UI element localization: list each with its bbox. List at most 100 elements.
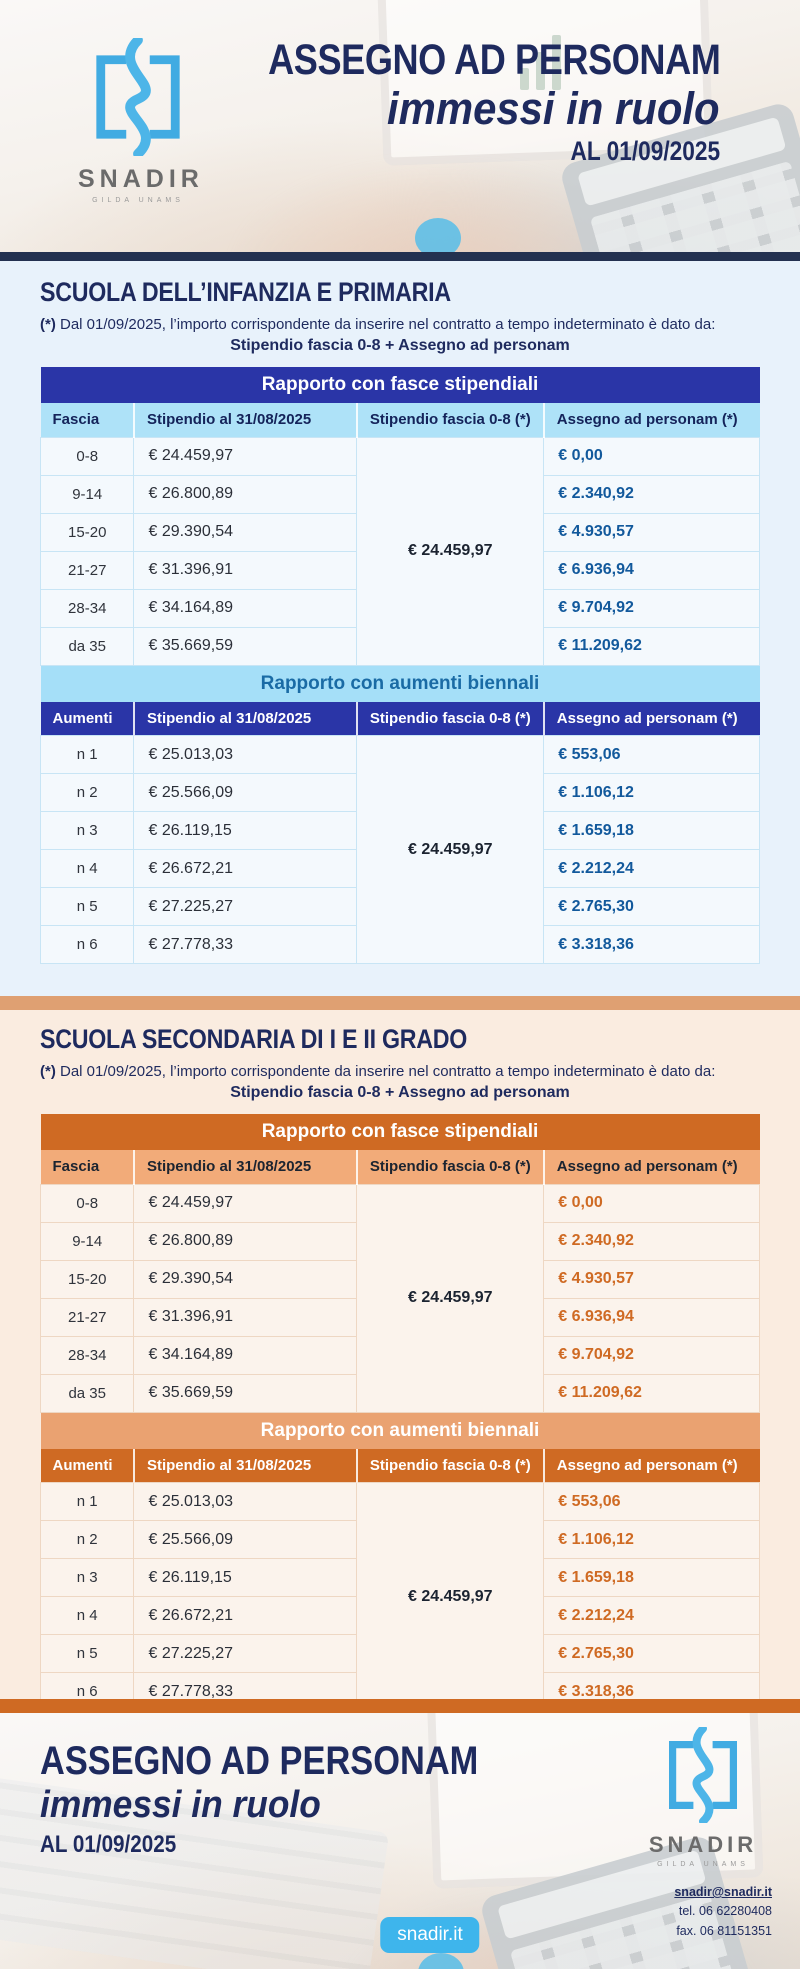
calculator-key-icon bbox=[415, 218, 461, 252]
note-asterisk: (*) bbox=[40, 1063, 56, 1080]
phone-number: tel. 06 62280408 bbox=[678, 1904, 772, 1919]
stipendio-value: € 24.459,97 bbox=[133, 436, 358, 476]
row-label: 9-14 bbox=[39, 474, 135, 514]
table-row: 9-14 € 26.800,89 € 2.340,92 bbox=[39, 1221, 760, 1261]
assegno-value: € 1.106,12 bbox=[543, 1520, 760, 1559]
row-label: da 35 bbox=[39, 1373, 135, 1413]
calculator-key-icon bbox=[418, 1953, 464, 1969]
table-row: 28-34 € 34.164,89 € 9.704,92 bbox=[39, 588, 760, 628]
assegno-value: € 2.212,24 bbox=[543, 849, 760, 888]
col-assegno: Assegno ad personam (*) bbox=[542, 1448, 760, 1483]
page-subtitle: immessi in ruolo bbox=[387, 83, 720, 135]
stipendio-value: € 31.396,91 bbox=[133, 550, 358, 590]
table-banner: Rapporto con fasce stipendiali bbox=[40, 1114, 760, 1150]
assegno-value: € 1.106,12 bbox=[543, 773, 760, 812]
col-stipendio: Stipendio al 31/08/2025 bbox=[132, 403, 357, 437]
snadir-logo-icon bbox=[669, 1724, 737, 1826]
stipendio-value: € 34.164,89 bbox=[133, 1335, 358, 1375]
assegno-value: € 0,00 bbox=[543, 1183, 760, 1223]
table-row: 21-27 € 31.396,91 € 6.936,94 bbox=[39, 550, 760, 590]
section-infanzia-primaria: SCUOLA DELL’INFANZIA E PRIMARIA (*) Dal … bbox=[0, 261, 800, 996]
col-fascia-0-8: Stipendio fascia 0-8 (*) bbox=[355, 1150, 544, 1184]
chart-bars-icon bbox=[520, 30, 561, 90]
stipendio-value: € 26.672,21 bbox=[133, 1596, 358, 1635]
fascia-0-8-merged-value: € 24.459,97 bbox=[356, 1482, 545, 1711]
email-link[interactable]: snadir@snadir.it bbox=[674, 1885, 772, 1899]
page-date: AL 01/09/2025 bbox=[570, 135, 720, 166]
stipendio-value: € 26.119,15 bbox=[133, 1558, 358, 1597]
col-aumenti: Aumenti bbox=[40, 1448, 134, 1483]
row-label: 15-20 bbox=[39, 512, 135, 552]
row-label: n 4 bbox=[39, 1596, 135, 1635]
table-row: da 35 € 35.669,59 € 11.209,62 bbox=[39, 626, 760, 666]
col-fascia: Fascia bbox=[40, 403, 134, 437]
stipendio-value: € 26.800,89 bbox=[133, 474, 358, 514]
snadir-logo: SNADIR GILDA UNAMS bbox=[78, 35, 199, 204]
col-fascia-0-8: Stipendio fascia 0-8 (*) bbox=[355, 403, 544, 437]
col-assegno: Assegno ad personam (*) bbox=[542, 403, 760, 437]
col-stipendio: Stipendio al 31/08/2025 bbox=[132, 1150, 357, 1184]
table-row: n 3 € 26.119,15 € 1.659,18 bbox=[39, 811, 760, 850]
footer-divider bbox=[0, 1699, 800, 1713]
row-label: n 1 bbox=[39, 735, 135, 774]
table-banner: Rapporto con fasce stipendiali bbox=[40, 367, 760, 403]
assegno-value: € 3.318,36 bbox=[543, 925, 760, 964]
assegno-value: € 2.765,30 bbox=[543, 887, 760, 926]
table-header-row: Aumenti Stipendio al 31/08/2025 Stipendi… bbox=[40, 701, 760, 736]
assegno-value: € 1.659,18 bbox=[543, 811, 760, 850]
assegno-value: € 11.209,62 bbox=[543, 1373, 760, 1413]
table-row: 21-27 € 31.396,91 € 6.936,94 bbox=[39, 1297, 760, 1337]
table-row: n 4 € 26.672,21 € 2.212,24 bbox=[39, 1596, 760, 1635]
formula-text: Stipendio fascia 0-8 + Assegno ad person… bbox=[230, 1084, 570, 1101]
row-label: 28-34 bbox=[39, 1335, 135, 1375]
row-label: n 3 bbox=[39, 811, 135, 850]
table-row: n 2 € 25.566,09 € 1.106,12 bbox=[39, 773, 760, 812]
brand-name: SNADIR bbox=[648, 1832, 758, 1857]
fascia-0-8-merged-value: € 24.459,97 bbox=[356, 1183, 545, 1413]
col-assegno: Assegno ad personam (*) bbox=[542, 701, 760, 736]
col-fascia: Fascia bbox=[40, 1150, 134, 1184]
row-label: 28-34 bbox=[39, 588, 135, 628]
aumenti-biennali-table: Rapporto con aumenti biennali Aumenti St… bbox=[39, 665, 760, 964]
fasce-stipendiali-table: Rapporto con fasce stipendiali Fascia St… bbox=[39, 1114, 760, 1413]
table-row: 9-14 € 26.800,89 € 2.340,92 bbox=[39, 474, 760, 514]
aumenti-biennali-table: Rapporto con aumenti biennali Aumenti St… bbox=[39, 1412, 760, 1711]
header-banner: SNADIR GILDA UNAMS ASSEGNO AD PERSONAM i… bbox=[0, 0, 800, 252]
col-fascia-0-8: Stipendio fascia 0-8 (*) bbox=[355, 1448, 544, 1483]
row-label: n 2 bbox=[39, 1520, 135, 1559]
stipendio-value: € 29.390,54 bbox=[133, 1259, 358, 1299]
header-divider bbox=[0, 252, 800, 261]
snadir-logo: SNADIR GILDA UNAMS bbox=[648, 1724, 758, 1868]
table-row: n 3 € 26.119,15 € 1.659,18 bbox=[39, 1558, 760, 1597]
table-row: n 1 € 25.013,03 € 24.459,97 € 553,06 bbox=[39, 1482, 760, 1711]
row-label: n 3 bbox=[39, 1558, 135, 1597]
row-label: 9-14 bbox=[39, 1221, 135, 1261]
stipendio-value: € 29.390,54 bbox=[133, 512, 358, 552]
website-button[interactable]: snadir.it bbox=[380, 1917, 480, 1953]
table-banner: Rapporto con aumenti biennali bbox=[40, 665, 760, 702]
table-row: n 5 € 27.225,27 € 2.765,30 bbox=[39, 887, 760, 926]
note-asterisk: (*) bbox=[40, 316, 56, 333]
section-title: SCUOLA SECONDARIA DI I E II GRADO bbox=[40, 1024, 468, 1054]
assegno-value: € 1.659,18 bbox=[543, 1558, 760, 1597]
table-row: 0-8 € 24.459,97 € 24.459,97 € 0,00 bbox=[39, 1183, 760, 1413]
footer-titles: ASSEGNO AD PERSONAM immessi in ruolo AL … bbox=[40, 1739, 550, 1860]
row-label: 21-27 bbox=[39, 1297, 135, 1337]
brand-tagline: GILDA UNAMS bbox=[657, 1861, 749, 1868]
fascia-0-8-merged-value: € 24.459,97 bbox=[356, 436, 545, 666]
stipendio-value: € 27.778,33 bbox=[133, 925, 358, 964]
snadir-logo-icon bbox=[96, 35, 180, 159]
section-title: SCUOLA DELL’INFANZIA E PRIMARIA bbox=[40, 277, 451, 307]
section-divider bbox=[0, 996, 800, 1010]
stipendio-value: € 26.672,21 bbox=[133, 849, 358, 888]
row-label: n 4 bbox=[39, 849, 135, 888]
table-row: 15-20 € 29.390,54 € 4.930,57 bbox=[39, 1259, 760, 1299]
stipendio-value: € 31.396,91 bbox=[133, 1297, 358, 1337]
row-label: n 6 bbox=[39, 925, 135, 964]
contact-block: snadir@snadir.it tel. 06 62280408 fax. 0… bbox=[674, 1883, 772, 1941]
assegno-value: € 6.936,94 bbox=[543, 550, 760, 590]
stipendio-value: € 25.566,09 bbox=[133, 1520, 358, 1559]
stipendio-value: € 27.225,27 bbox=[133, 1634, 358, 1673]
row-label: n 1 bbox=[39, 1482, 135, 1521]
